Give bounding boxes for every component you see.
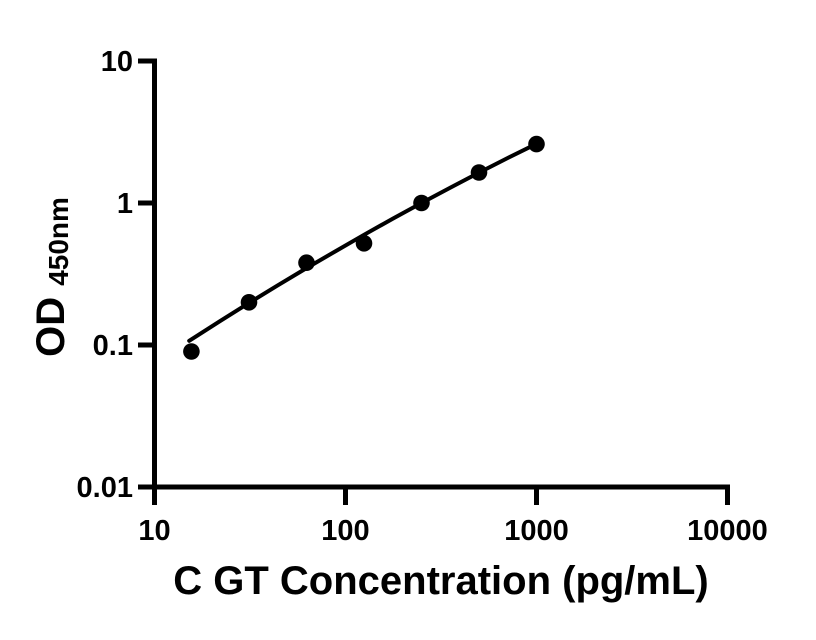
data-point (470, 164, 488, 181)
y-axis-tick-label: 0.01 (77, 472, 133, 504)
data-point (528, 135, 545, 153)
y-axis-tick-label: 1 (117, 188, 133, 220)
y-axis-title-main: OD (29, 297, 73, 357)
x-axis-tick-label: 100 (321, 515, 369, 547)
data-point (240, 294, 258, 311)
y-axis-title-subscript: 450nm (43, 197, 74, 286)
x-axis-tick-label: 10 (138, 515, 170, 547)
y-axis-title: OD 450nm (29, 197, 74, 357)
data-point (183, 343, 200, 360)
x-axis-title: C GT Concentration (pg/mL) (173, 559, 709, 603)
data-point (413, 194, 430, 212)
y-axis-tick-label: 0.1 (93, 330, 133, 362)
data-point (298, 254, 315, 271)
y-axis-tick-label: 10 (101, 46, 133, 78)
data-point (355, 235, 373, 252)
x-axis-tick-label: 10000 (687, 515, 768, 547)
x-axis-tick-label: 1000 (504, 515, 569, 547)
